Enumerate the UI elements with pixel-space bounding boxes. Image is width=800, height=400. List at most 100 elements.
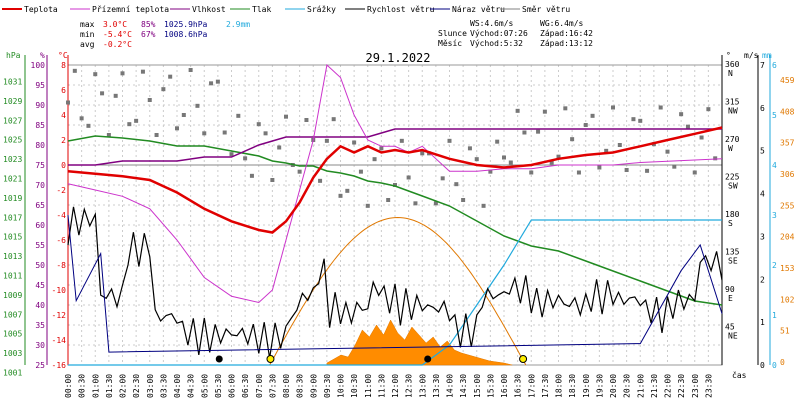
wind-dir-mark	[154, 133, 159, 137]
wind-dir-mark	[140, 69, 145, 74]
wind-dir-mark	[66, 100, 70, 105]
tick-hpa: 1005	[3, 330, 22, 339]
wind-dir-mark	[393, 183, 397, 187]
moonrise-marker	[215, 355, 223, 363]
tick-hpa: 1031	[3, 78, 22, 87]
wind-dir-mark	[679, 112, 684, 117]
stat-wg: WG:6.4m/s	[540, 19, 584, 28]
tick-x: 00:00	[64, 374, 73, 398]
wind-dir-mark	[467, 146, 472, 151]
wind-dir-mark	[297, 169, 302, 174]
wind-dir-mark	[522, 130, 527, 135]
tick-dir: 180	[725, 210, 740, 219]
tick-x: 13:00	[418, 374, 427, 398]
tick-hpa: 1009	[3, 291, 22, 300]
stat-avg-t: -0.2°C	[103, 40, 132, 49]
stat-min-t: -5.4°C	[103, 30, 132, 39]
wind-dir-mark	[113, 93, 118, 98]
tick-pct: 75	[35, 161, 45, 170]
tick-solar: 255	[780, 201, 795, 210]
tick-x: 01:30	[105, 374, 114, 398]
wind-dir-mark	[433, 201, 438, 206]
tick-dir-name: N	[728, 69, 733, 78]
tick-x: 11:30	[377, 374, 386, 398]
wind-dir-mark	[106, 133, 111, 137]
tick-solar: 51	[780, 327, 790, 336]
wind-dir-mark	[413, 201, 418, 206]
right-axes: 360N315NW270W225SW180S135SE90E45NE765432…	[721, 55, 795, 370]
tick-x: 20:00	[609, 374, 618, 398]
wind-dir-mark	[209, 81, 214, 86]
tick-dir-name: E	[728, 294, 733, 303]
tick-x: 11:00	[364, 374, 373, 398]
stat-max-label: max	[80, 20, 95, 29]
unit-pct: %	[40, 51, 45, 60]
axis-units: hPa % °C ° m/s mm	[6, 51, 772, 60]
tick-x: 17:30	[541, 374, 550, 398]
tick-mm: 3	[772, 211, 777, 220]
tick-x: 10:00	[337, 374, 346, 398]
wind-dir-mark	[379, 146, 384, 151]
wind-dir-mark	[665, 149, 670, 154]
wind-dir-mark	[529, 170, 534, 175]
legend-naraz: Náraz větru	[452, 5, 505, 14]
wind-dir-mark	[270, 178, 275, 182]
wind-dir-mark	[461, 198, 466, 202]
tick-x: 16:00	[500, 374, 509, 398]
tick-x: 06:30	[241, 374, 250, 398]
sun-set: Západ:16:42	[540, 29, 593, 38]
tick-x: 21:30	[650, 374, 659, 398]
tick-hpa: 1001	[3, 369, 22, 378]
tick-hpa: 1011	[3, 272, 22, 281]
tick-pct: 25	[35, 361, 45, 370]
tick-dir-name: SE	[728, 257, 738, 266]
wind-speed-line	[67, 206, 723, 359]
tick-x: 20:30	[623, 374, 632, 398]
wind-dir-mark	[372, 157, 377, 162]
tick-ms: 2	[760, 275, 765, 284]
wind-dir-mark	[215, 79, 220, 84]
stat-max-p: 1025.9hPa	[164, 20, 208, 29]
grid	[67, 64, 723, 366]
tick-mm: 2	[772, 261, 777, 270]
tick-pct: 45	[35, 281, 45, 290]
tick-hpa: 1025	[3, 136, 22, 145]
tick-pct: 40	[35, 301, 45, 310]
wind-dir-mark	[72, 68, 77, 73]
tick-temp: 6	[61, 86, 66, 95]
wind-dir-mark	[502, 155, 506, 160]
tick-temp: 8	[61, 61, 66, 70]
wind-dir-mark	[318, 178, 323, 183]
tick-temp: 0	[61, 161, 66, 170]
tick-pct: 90	[35, 101, 45, 110]
tick-hpa: 1019	[3, 194, 22, 203]
tick-x: 21:00	[636, 374, 645, 398]
wind-dir-mark	[229, 152, 234, 157]
ground-temp-line	[67, 64, 723, 304]
tick-dir: 360	[725, 60, 740, 69]
tick-solar: 0	[780, 358, 785, 367]
wind-dir-mark	[236, 113, 241, 118]
tick-temp: -6	[56, 236, 66, 245]
tick-solar: 408	[780, 107, 795, 116]
wind-dir-mark	[352, 140, 357, 145]
wind-dir-mark	[474, 157, 479, 162]
sun-label: Slunce	[438, 29, 467, 38]
tick-x: 18:30	[568, 374, 577, 398]
humidity-line	[68, 128, 722, 166]
tick-ms: 5	[760, 147, 765, 156]
tick-ms: 0	[760, 361, 765, 370]
tick-hpa: 1007	[3, 310, 22, 319]
wind-dir-mark	[358, 169, 363, 174]
tick-ms: 3	[760, 232, 765, 241]
legend-tlak: Tlak	[252, 5, 271, 14]
tick-x: 02:30	[132, 374, 141, 398]
tick-pct: 95	[35, 81, 45, 90]
tick-x: 08:00	[282, 374, 291, 398]
tick-x: 15:00	[473, 374, 482, 398]
tick-mm: 4	[772, 161, 777, 170]
tick-x: 22:00	[664, 374, 673, 398]
wind-dir-mark	[147, 98, 152, 102]
wind-dir-mark	[324, 138, 329, 143]
tick-pct: 65	[35, 201, 45, 210]
